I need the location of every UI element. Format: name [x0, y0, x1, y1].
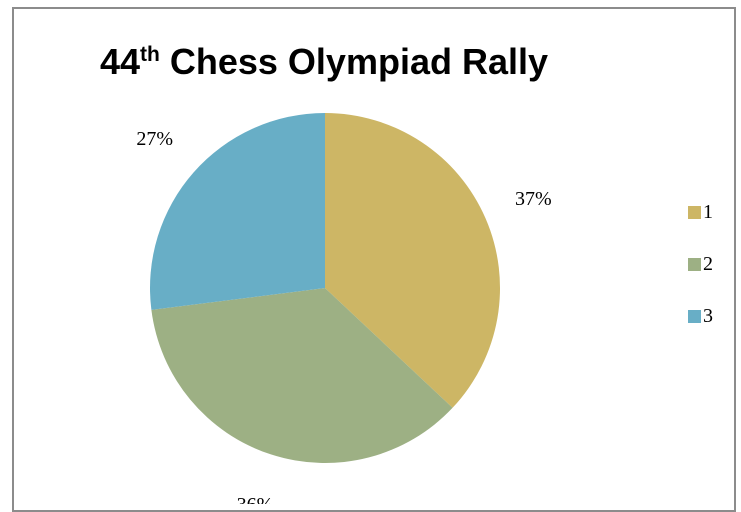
pie-slice-1 — [325, 113, 501, 408]
data-label-1: 37% — [515, 188, 552, 210]
chart-title-prefix: 44 — [100, 41, 141, 82]
legend-swatch-2 — [688, 258, 701, 271]
data-label-3: 27% — [136, 128, 173, 150]
chart-title-suffix: Chess Olympiad Rally — [159, 41, 549, 82]
chart-legend: 1 2 3 — [688, 200, 713, 356]
legend-label-1: 1 — [703, 201, 713, 223]
pie-slice-2 — [151, 288, 453, 464]
chart-title: 44th Chess Olympiad Rally — [100, 40, 548, 84]
chart-title-superscript: th — [140, 43, 160, 66]
legend-label-3: 3 — [703, 305, 713, 327]
legend-label-2: 2 — [703, 253, 713, 275]
legend-swatch-1 — [688, 206, 701, 219]
legend-item-2: 2 — [688, 252, 713, 277]
legend-item-1: 1 — [688, 200, 713, 225]
pie-slice-3 — [150, 113, 325, 310]
legend-swatch-3 — [688, 310, 701, 323]
legend-item-3: 3 — [688, 304, 713, 329]
data-label-2: 36% — [237, 494, 274, 504]
